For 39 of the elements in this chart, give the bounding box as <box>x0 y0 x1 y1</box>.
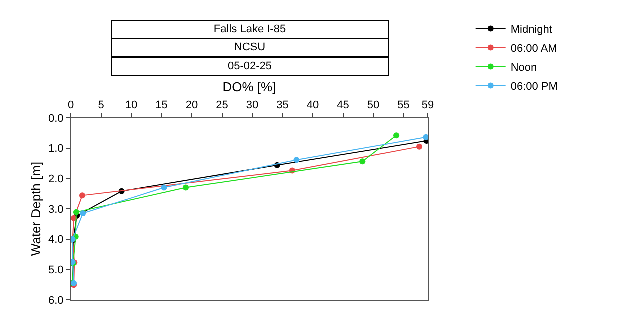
x-tick-label: 30 <box>246 100 259 112</box>
point <box>161 184 168 191</box>
y-tick-label: 0.0 <box>48 112 64 125</box>
y-tick-label: 4.0 <box>48 234 64 246</box>
x-tick-label: 59 <box>422 100 434 112</box>
x-tick-label: 25 <box>216 100 228 112</box>
y-tick-label: 2.0 <box>48 174 64 186</box>
x-tick-label: 40 <box>306 100 320 112</box>
point <box>80 210 86 217</box>
x-tick-label: 10 <box>125 100 138 112</box>
x-tick-label: 45 <box>337 100 350 112</box>
x-tick-label: 15 <box>156 100 168 112</box>
point <box>182 184 189 191</box>
legend-label: 06:00 AM <box>510 43 558 56</box>
chart-subtitle: NCSU <box>234 42 266 54</box>
x-tick-label: 55 <box>398 100 410 112</box>
point <box>416 144 423 150</box>
x-tick-label: 50 <box>367 100 380 112</box>
y-tick-label: 5.0 <box>48 264 64 277</box>
text: 05-02-25 <box>228 60 272 72</box>
y-tick-label: 1.0 <box>48 143 64 156</box>
chart-title: Falls Lake I-85 <box>214 24 286 36</box>
point <box>394 132 400 139</box>
y-tick-label: 6.0 <box>48 294 64 307</box>
legend-label: Midnight <box>510 24 552 36</box>
point <box>360 158 366 165</box>
legend-label: Noon <box>510 62 538 74</box>
point <box>423 134 428 140</box>
point <box>294 157 300 164</box>
y-axis-title: Water Depth [m] <box>28 162 44 256</box>
x-axis-title: DO% [%] <box>222 80 276 95</box>
x-tick-label: 5 <box>98 100 104 112</box>
legend-label: 06:00 PM <box>510 81 558 94</box>
point <box>80 192 86 199</box>
x-tick-label: 20 <box>186 100 198 112</box>
y-tick-label: 3.0 <box>48 204 64 216</box>
point <box>73 209 80 216</box>
x-tick-label: 0 <box>68 100 74 112</box>
x-tick-label: 35 <box>276 100 289 112</box>
